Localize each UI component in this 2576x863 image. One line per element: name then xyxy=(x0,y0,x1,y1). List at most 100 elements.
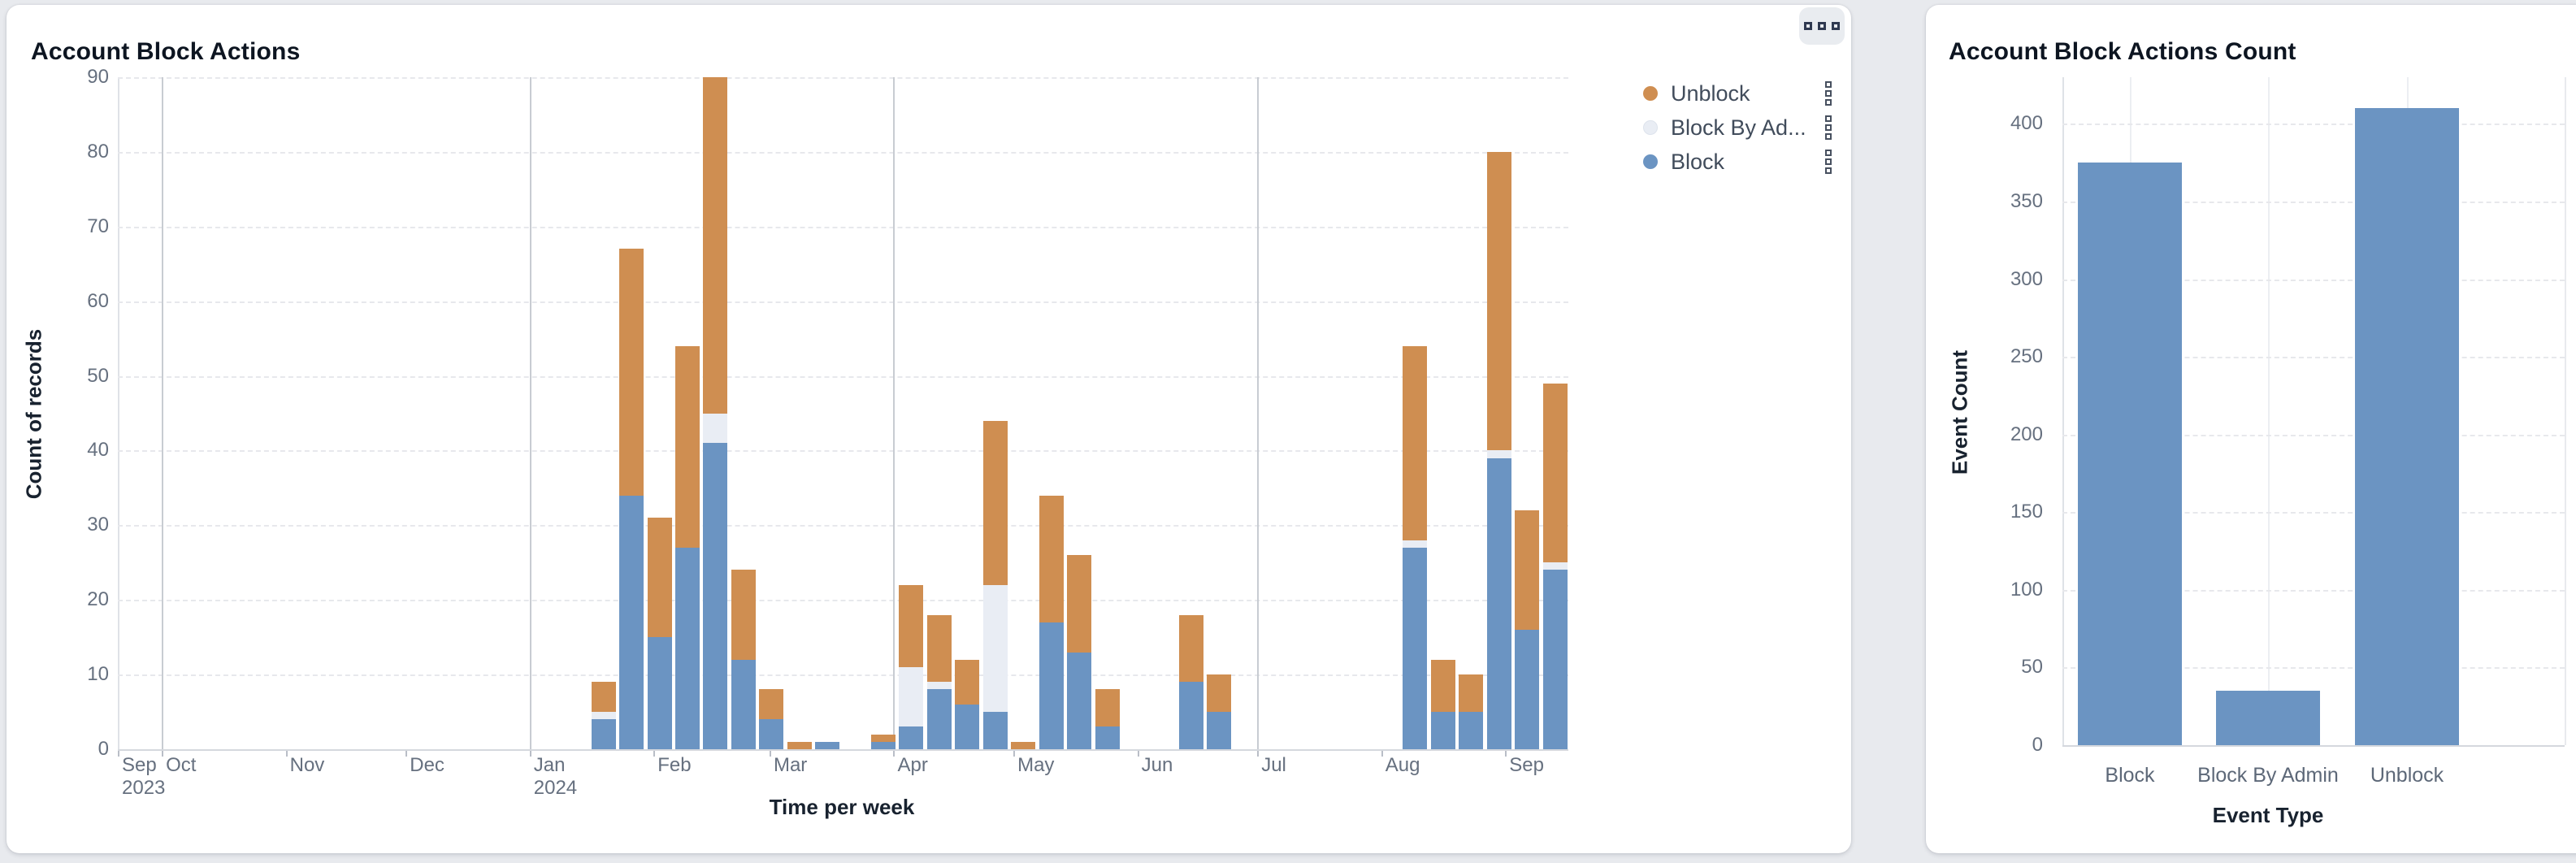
bar-segment-unblock[interactable] xyxy=(1011,741,1036,749)
bar-segment-block[interactable] xyxy=(1207,712,1232,749)
kebab-squares-icon[interactable] xyxy=(1825,115,1832,140)
y-gridline xyxy=(118,525,1568,527)
bar-segment-block[interactable] xyxy=(591,719,616,749)
bar-segment-unblock[interactable] xyxy=(1067,555,1092,653)
chart-legend: Unblock Block By Ad... Block xyxy=(1643,81,1832,174)
bar-segment-unblock[interactable] xyxy=(1403,345,1428,540)
bar-segment-block-by-admin[interactable] xyxy=(591,712,616,720)
bar-segment-block-by-admin[interactable] xyxy=(899,666,924,727)
bar-segment-unblock[interactable] xyxy=(899,584,924,667)
bar-segment-unblock[interactable] xyxy=(787,741,812,749)
x-tick-label: Aug xyxy=(1385,754,1420,776)
bar-segment-unblock[interactable] xyxy=(1095,689,1120,727)
y-tick-label: 250 xyxy=(2010,345,2043,368)
legend-item[interactable]: Block xyxy=(1643,150,1832,174)
bar-segment-block[interactable] xyxy=(1459,712,1484,749)
bar-segment-unblock[interactable] xyxy=(1459,674,1484,713)
bar-segment-block-by-admin[interactable] xyxy=(926,682,952,690)
y-tick-label: 150 xyxy=(2010,501,2043,523)
x-tick-label: Dec xyxy=(410,754,445,776)
bar-segment-unblock[interactable] xyxy=(647,518,672,638)
bar-segment-unblock[interactable] xyxy=(982,420,1008,585)
bar-segment-block[interactable] xyxy=(1403,547,1428,749)
bar-segment-unblock[interactable] xyxy=(871,734,896,742)
bar-segment-unblock[interactable] xyxy=(1542,383,1568,563)
x-tick-mark xyxy=(1381,749,1383,757)
bar-block[interactable] xyxy=(2078,163,2182,745)
bar-segment-block[interactable] xyxy=(871,741,896,749)
y-gridline xyxy=(118,151,1568,154)
bar-segment-block[interactable] xyxy=(674,547,700,749)
legend-item-label[interactable]: Block By Ad... xyxy=(1671,115,1806,140)
bar-segment-block[interactable] xyxy=(982,712,1008,749)
y-tick-label: 200 xyxy=(2010,423,2043,445)
bar-segment-block[interactable] xyxy=(815,741,840,749)
x-category-label: Block By Admin xyxy=(2197,764,2339,787)
x-tick-label: Sep xyxy=(1509,754,1544,776)
bar-segment-block-by-admin[interactable] xyxy=(1486,450,1511,458)
bar-segment-block[interactable] xyxy=(1067,652,1092,749)
bar-segment-block[interactable] xyxy=(759,719,784,749)
x-axis-title-left: Time per week xyxy=(769,795,915,819)
quarter-gridline xyxy=(893,77,896,749)
bar-segment-block[interactable] xyxy=(619,495,644,749)
bar-segment-block-by-admin[interactable] xyxy=(1403,540,1428,548)
page-title: Account Block Actions xyxy=(31,37,301,65)
bar-segment-block[interactable] xyxy=(1039,622,1064,749)
bar-segment-block[interactable] xyxy=(1095,726,1120,749)
bar-segment-block[interactable] xyxy=(703,443,728,749)
bar-segment-block[interactable] xyxy=(731,659,756,749)
y-tick-label: 90 xyxy=(87,66,109,88)
kebab-squares-icon[interactable] xyxy=(1825,81,1832,106)
bar-unblock[interactable] xyxy=(2355,108,2459,745)
y-tick-label: 60 xyxy=(87,289,109,312)
legend-item[interactable]: Unblock xyxy=(1643,81,1832,106)
x-tick-label: Apr xyxy=(897,754,928,776)
legend-item-label[interactable]: Block xyxy=(1671,149,1725,174)
bar-segment-block[interactable] xyxy=(899,726,924,749)
bar-segment-unblock[interactable] xyxy=(955,659,980,705)
bar-segment-block[interactable] xyxy=(1178,682,1203,749)
x-tick-mark xyxy=(1013,749,1016,757)
quarter-gridline xyxy=(529,77,531,749)
bar-segment-unblock[interactable] xyxy=(1486,151,1511,451)
legend-item-label[interactable]: Unblock xyxy=(1671,80,1750,106)
bar-segment-block[interactable] xyxy=(1542,570,1568,749)
bar-segment-block[interactable] xyxy=(1515,629,1540,749)
bar-segment-block[interactable] xyxy=(1486,458,1511,749)
plot-right-border xyxy=(2565,77,2566,745)
kebab-squares-icon[interactable] xyxy=(1825,150,1832,174)
kebab-square xyxy=(1825,115,1832,122)
y-gridline xyxy=(118,600,1568,602)
y-gridline xyxy=(2062,512,2565,514)
bar-segment-block-by-admin[interactable] xyxy=(982,584,1008,713)
bar-block-by-admin[interactable] xyxy=(2216,691,2320,745)
bar-segment-block[interactable] xyxy=(926,689,952,749)
bar-segment-unblock[interactable] xyxy=(731,570,756,660)
bar-segment-unblock[interactable] xyxy=(591,682,616,713)
bar-segment-unblock[interactable] xyxy=(1178,614,1203,683)
bar-segment-block-by-admin[interactable] xyxy=(1542,562,1568,570)
x-tick-label: May xyxy=(1017,754,1055,776)
y-gridline xyxy=(2062,279,2565,281)
bar-segment-unblock[interactable] xyxy=(1515,510,1540,630)
bar-segment-unblock[interactable] xyxy=(619,249,644,496)
legend-color-dot xyxy=(1643,154,1658,169)
bar-segment-block[interactable] xyxy=(1430,712,1455,749)
x-tick-label: Sep xyxy=(122,754,157,776)
bar-segment-unblock[interactable] xyxy=(1430,659,1455,713)
x-axis-title-right: Event Type xyxy=(2212,803,2324,827)
bar-segment-unblock[interactable] xyxy=(703,77,728,414)
kebab-square xyxy=(1825,90,1832,97)
legend-item[interactable]: Block By Ad... xyxy=(1643,115,1832,140)
bar-segment-block[interactable] xyxy=(955,704,980,749)
bar-segment-block-by-admin[interactable] xyxy=(703,413,728,444)
more-options-button[interactable] xyxy=(1799,7,1845,45)
bar-segment-unblock[interactable] xyxy=(926,614,952,683)
bar-segment-unblock[interactable] xyxy=(1207,674,1232,713)
y-gridline xyxy=(118,226,1568,228)
bar-segment-unblock[interactable] xyxy=(759,689,784,720)
bar-segment-block[interactable] xyxy=(647,637,672,749)
bar-segment-unblock[interactable] xyxy=(1039,495,1064,622)
bar-segment-unblock[interactable] xyxy=(674,345,700,548)
